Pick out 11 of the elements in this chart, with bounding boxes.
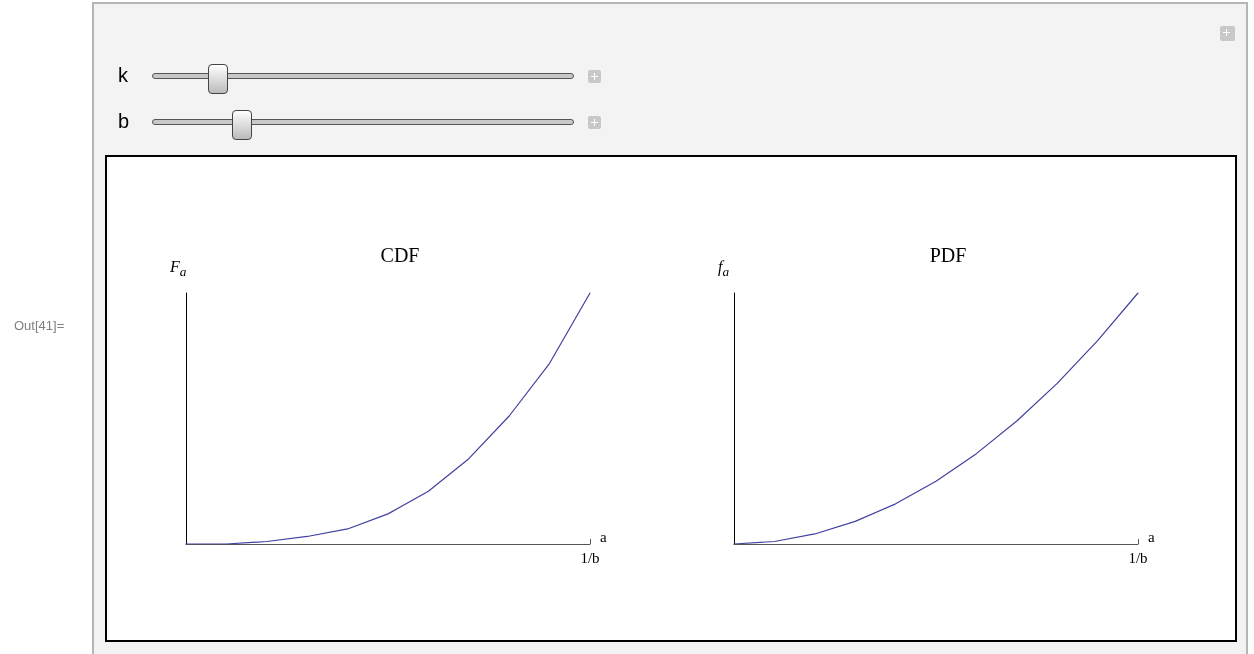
x-axis-title: a [600,528,607,545]
text: Out[41]= [14,318,65,333]
chart-title: PDF [929,244,967,266]
text: b [118,110,130,133]
text: 1/b [579,550,601,567]
x-axis-title: a [1148,528,1155,545]
text: 1/b [1127,550,1149,567]
y-axis-title: F$_{a}$ [170,258,187,281]
y-axis-title: f$_{a}$ [718,258,730,281]
text: k [118,64,128,87]
chart-title: CDF [380,244,420,266]
